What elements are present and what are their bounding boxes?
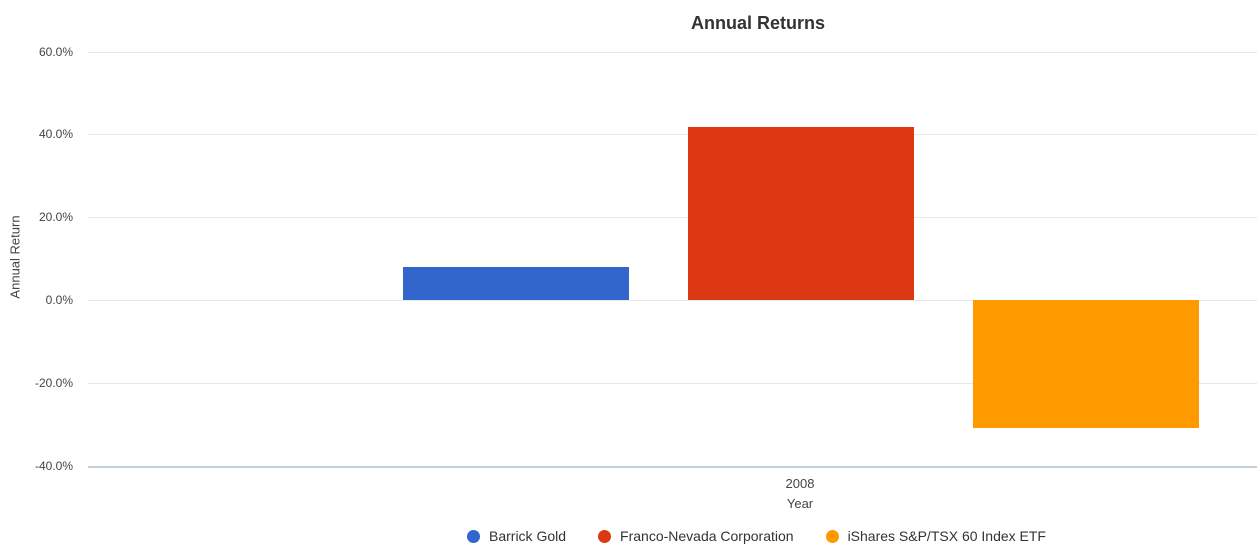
legend-marker-icon [825,529,839,543]
legend-label: iShares S&P/TSX 60 Index ETF [847,528,1046,544]
bar-ishares-s-p-tsx-60-index-etf[interactable] [972,300,1199,429]
legend-marker-icon [467,529,480,543]
legend-marker-icon [598,529,612,543]
y-tick-label: 40.0% [38,127,73,142]
bar-franco-nevada-corporation[interactable] [687,126,914,301]
y-tick-label: 60.0% [38,44,73,59]
bar-barrick-gold[interactable] [402,267,629,301]
x-tick-label: 2008 [785,476,815,491]
y-tick-label: 0.0% [45,292,73,307]
x-axis-title: Year [786,496,814,511]
y-tick-label: -20.0% [34,375,73,390]
legend: Barrick Gold Franco-Nevada Corporation iSh… [467,528,1046,544]
legend-label: Barrick Gold [489,528,567,544]
gridline-0 [88,299,1257,301]
gridline--20 [88,382,1257,384]
gridline-60 [88,51,1257,53]
y-tick-label: 20.0% [38,210,73,225]
gridline-40 [88,134,1257,136]
legend-item-franco-nevada-corporation: Franco-Nevada Corporation [598,528,794,544]
gridline--40 [88,465,1257,468]
legend-item-barrick-gold: Barrick Gold [467,528,566,544]
legend-item-ishares-s-p-tsx-60-index-etf: iShares S&P/TSX 60 Index ETF [825,528,1046,544]
legend-label: Franco-Nevada Corporation [620,528,794,544]
y-tick-label: -40.0% [34,458,73,473]
gridline-20 [88,217,1257,219]
chart-title: Annual Returns [690,13,826,33]
